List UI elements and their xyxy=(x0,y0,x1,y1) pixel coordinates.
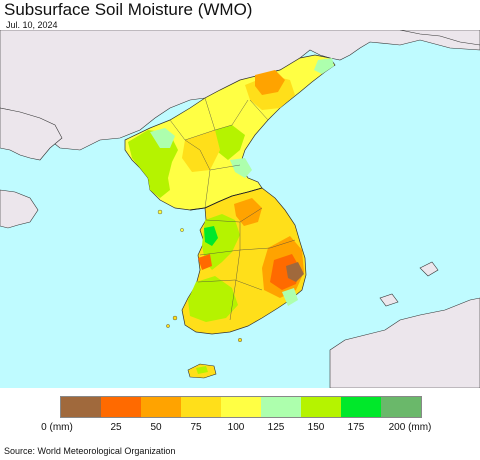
legend-label: 175 xyxy=(347,422,365,433)
soil-moisture-map xyxy=(0,30,480,388)
legend-swatch xyxy=(181,397,221,417)
legend-swatch xyxy=(141,397,181,417)
legend-color-bar xyxy=(60,396,422,418)
sk-pale-green-south xyxy=(282,288,298,306)
jeju-green xyxy=(196,366,208,374)
province-borders xyxy=(169,97,296,321)
legend-swatch xyxy=(221,397,261,417)
nk-pale-green-east xyxy=(230,158,252,178)
legend: 0 (mm) 25 50 75 100 125 150 175 200 (mm) xyxy=(0,390,480,440)
sk-orange-center xyxy=(234,198,262,226)
legend-label: 150 xyxy=(307,422,325,433)
legend-swatch xyxy=(381,397,421,417)
legend-label: 200 (mm) xyxy=(388,422,432,433)
legend-label: 100 xyxy=(227,422,245,433)
sk-green-southwest xyxy=(188,276,238,322)
nk-green-northtip xyxy=(314,58,334,74)
sk-brown-east xyxy=(286,262,304,282)
nk-green-mid xyxy=(215,125,245,160)
dmz-border xyxy=(189,187,263,211)
japan-island-2 xyxy=(379,293,399,307)
sk-bright-green xyxy=(204,226,218,246)
legend-label: 25 xyxy=(110,422,122,433)
legend-label: 125 xyxy=(267,422,285,433)
legend-swatch xyxy=(261,397,301,417)
nk-pale-green xyxy=(150,128,175,148)
island xyxy=(237,338,242,343)
sk-dark-orange xyxy=(270,254,300,290)
island xyxy=(166,324,170,328)
russia-land xyxy=(399,30,480,46)
source-credit: Source: World Meteorological Organizatio… xyxy=(4,446,176,456)
island xyxy=(157,209,163,215)
sk-orange-southwest xyxy=(198,254,212,270)
island xyxy=(180,228,184,232)
map-title: Subsurface Soil Moisture (WMO) xyxy=(4,0,253,19)
liaodong-peninsula xyxy=(0,107,63,161)
nk-orange-northeast xyxy=(255,70,285,95)
legend-swatch xyxy=(301,397,341,417)
nk-gold-center xyxy=(182,130,220,172)
legend-label: 0 (mm) xyxy=(41,422,73,433)
legend-swatch xyxy=(341,397,381,417)
legend-swatch xyxy=(61,397,101,417)
japan-island-1 xyxy=(419,261,439,277)
japan-land xyxy=(329,297,480,388)
map-date: Jul. 10, 2024 xyxy=(6,20,58,30)
legend-label: 75 xyxy=(190,422,202,433)
legend-label: 50 xyxy=(150,422,162,433)
island xyxy=(172,315,178,321)
shandong-coast xyxy=(0,189,39,229)
legend-swatch xyxy=(101,397,141,417)
